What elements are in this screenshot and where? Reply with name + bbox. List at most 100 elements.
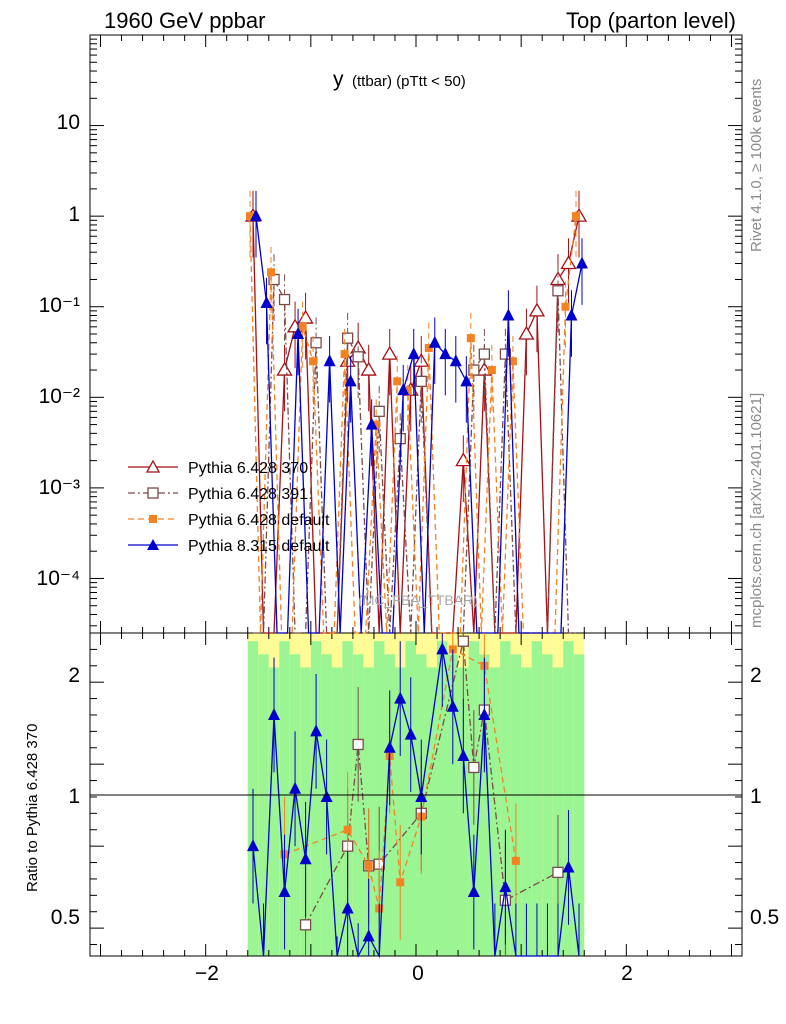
- data-point: [466, 334, 475, 343]
- data-point: [276, 361, 293, 376]
- uncertainty-band-green: [521, 667, 532, 956]
- data-point: [508, 357, 517, 366]
- x-tick-label: 2: [621, 962, 633, 985]
- y-tick-label-main: 10⁻²: [39, 385, 80, 408]
- analysis-watermark: (MC_FBA_TTBAR): [358, 592, 478, 608]
- ratio-point: [446, 699, 459, 712]
- data-point: [407, 347, 420, 360]
- data-point: [393, 377, 402, 386]
- uncertainty-band-green: [258, 654, 269, 956]
- legend-marker-p8-default: [147, 539, 159, 550]
- uncertainty-band-green: [352, 654, 364, 956]
- ratio-point: [499, 880, 512, 893]
- data-point: [260, 295, 273, 308]
- legend-label: Pythia 6.428 391: [188, 486, 308, 503]
- data-point: [502, 308, 515, 321]
- data-point: [310, 337, 322, 349]
- data-point: [565, 308, 578, 321]
- legend-label: Pythia 6.428 default: [188, 512, 330, 529]
- ratio-point: [268, 707, 281, 720]
- uncertainty-band-green: [394, 667, 406, 956]
- main-plot-marks: [244, 190, 588, 634]
- data-point: [372, 420, 381, 429]
- data-point: [499, 348, 512, 360]
- y-tick-label-ratio-right: 1: [750, 785, 762, 808]
- ratio-point: [299, 919, 312, 931]
- data-point: [323, 354, 336, 367]
- legend: Pythia 6.428 370 Pythia 6.428 391 Pythia…: [128, 459, 330, 555]
- ratio-point: [415, 789, 428, 802]
- y-tick-label-ratio: 0.5: [51, 906, 80, 929]
- y-tick-label-main: 10⁻¹: [39, 294, 80, 317]
- rivet-version-label: Rivet 4.1.0, ≥ 100k events: [748, 78, 765, 252]
- data-point: [397, 383, 410, 396]
- uncertainty-band-green: [426, 667, 438, 956]
- x-tick-label: 0: [412, 962, 424, 985]
- data-point: [487, 366, 496, 375]
- uncertainty-band-green: [310, 641, 322, 956]
- uncertainty-band-green: [437, 641, 448, 956]
- data-point: [560, 255, 577, 270]
- uncertainty-band-green: [563, 641, 574, 956]
- ratio-point: [310, 724, 323, 737]
- legend-marker-p6-370: [145, 459, 161, 473]
- y-tick-label-main: 10: [57, 111, 80, 134]
- y-tick-label-ratio: 1: [68, 785, 80, 808]
- y-tick-label-ratio-right: 0.5: [750, 906, 779, 929]
- y-tick-label-ratio: 2: [68, 664, 80, 687]
- ratio-point: [436, 642, 449, 655]
- ratio-point: [511, 856, 520, 865]
- series-line: [252, 216, 580, 634]
- data-point: [381, 345, 398, 360]
- uncertainty-band-green: [542, 654, 553, 956]
- ratio-point: [467, 885, 480, 898]
- ratio-point: [247, 839, 259, 852]
- mcplots-reference-label: mcplots.cern.ch [arXiv:2401.10621]: [748, 392, 765, 628]
- uncertainty-band-green: [447, 654, 459, 956]
- data-point: [250, 209, 262, 222]
- uncertainty-band-green: [489, 667, 501, 956]
- data-point: [460, 374, 473, 387]
- data-point: [449, 354, 462, 367]
- data-point: [360, 361, 377, 376]
- data-point: [246, 212, 254, 221]
- y-tick-label-main: 10⁻³: [39, 476, 80, 499]
- ratio-point: [396, 878, 405, 887]
- uncertainty-band-green: [405, 641, 416, 956]
- data-point: [552, 285, 564, 297]
- data-point: [576, 256, 588, 269]
- uncertainty-band-green: [331, 667, 343, 956]
- legend-label: Pythia 6.428 370: [188, 460, 308, 477]
- ratio-point: [457, 635, 469, 647]
- ratio-point: [457, 748, 470, 761]
- chart-title-sub: (ttbar) (pTtt < 50): [352, 73, 466, 90]
- y-tick-label-ratio-right: 2: [750, 664, 762, 687]
- uncertainty-band-green: [552, 667, 564, 956]
- ratio-y-axis-label: Ratio to Pythia 6.428 370: [24, 723, 41, 892]
- data-point: [278, 293, 291, 306]
- series-line: [249, 216, 577, 634]
- legend-marker-p6-391: [147, 487, 159, 499]
- ratio-point: [278, 885, 291, 898]
- ratio-point: [343, 825, 352, 834]
- legend-marker-p6-default: [149, 515, 157, 523]
- data-point: [572, 212, 580, 221]
- ratio-point: [362, 929, 375, 942]
- axis-ticks: [90, 34, 742, 956]
- data-point: [424, 344, 433, 353]
- ratio-plot-marks: [247, 633, 580, 959]
- ratio-point: [478, 707, 491, 720]
- data-point: [352, 351, 364, 363]
- data-point: [518, 325, 535, 340]
- ratio-point: [299, 852, 312, 865]
- data-point: [292, 327, 305, 339]
- data-point: [341, 332, 354, 344]
- header-energy: 1960 GeV ppbar: [104, 8, 266, 33]
- data-point: [468, 364, 480, 376]
- data-point: [415, 375, 427, 388]
- ratio-point: [394, 691, 407, 704]
- ratio-point: [364, 861, 373, 870]
- data-point: [403, 386, 412, 395]
- legend-label: Pythia 8.315 default: [188, 538, 330, 555]
